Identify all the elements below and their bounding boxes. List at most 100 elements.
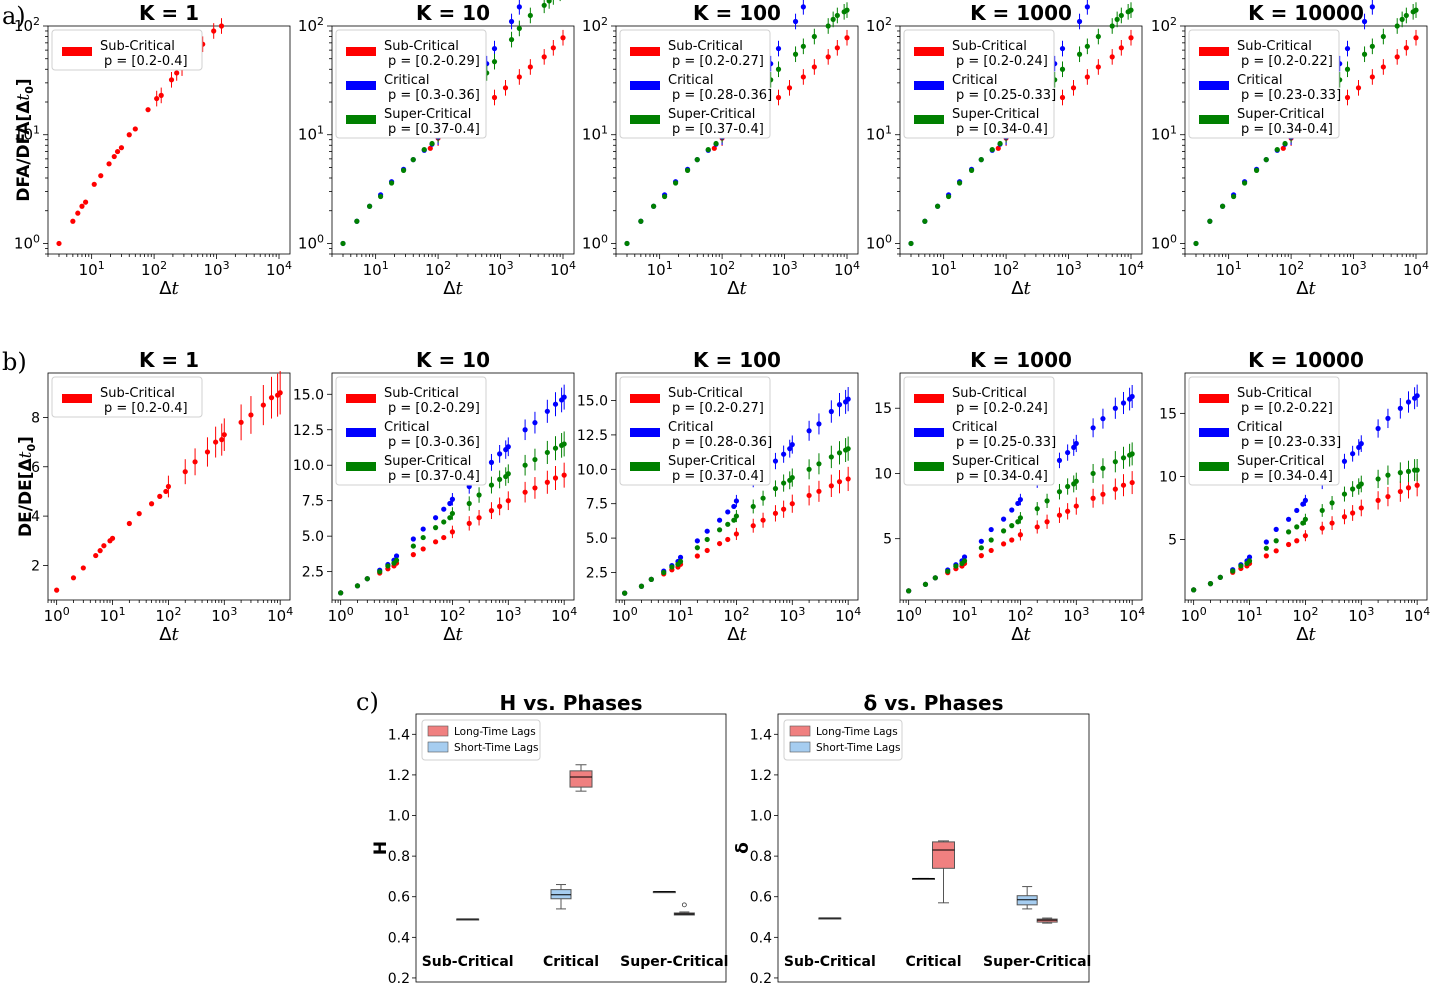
y-tick-label: 15.0 [577, 394, 608, 410]
data-point [733, 513, 740, 519]
x-axis-label: Δt [1296, 278, 1316, 299]
data-point [432, 539, 439, 545]
legend-swatch-sub [346, 394, 376, 403]
data-point [1114, 16, 1120, 23]
data-point [79, 203, 85, 209]
x-axis-label: Δt [1011, 278, 1031, 299]
y-tick-label: 100 [298, 232, 324, 252]
data-point [672, 180, 679, 186]
data-point [786, 85, 793, 91]
data-point [544, 479, 550, 485]
data-point [1112, 486, 1118, 492]
data-point [56, 240, 62, 247]
data-point [497, 476, 503, 483]
legend-swatch-sup [1199, 462, 1229, 471]
data-point [488, 482, 495, 488]
data-point [825, 54, 831, 60]
data-point [488, 508, 495, 514]
data-point [1285, 516, 1292, 522]
data-point [1065, 483, 1071, 490]
data-point [1344, 45, 1351, 52]
data-point [552, 445, 559, 451]
data-point [906, 588, 912, 594]
data-point [532, 420, 538, 426]
data-point [1414, 482, 1420, 488]
data-point [1015, 519, 1021, 525]
y-tick-label: 102 [866, 15, 892, 35]
data-point [420, 534, 426, 541]
data-point [733, 531, 740, 537]
data-point [1294, 538, 1300, 544]
x-tick-label: 103 [1348, 605, 1374, 625]
x-tick-label: 101 [383, 605, 409, 625]
x-tick-label: 101 [99, 605, 125, 625]
y-tick-label: 102 [298, 15, 324, 35]
data-point [54, 587, 60, 593]
data-point [624, 240, 630, 247]
data-point [385, 563, 391, 569]
data-point [978, 157, 984, 163]
y-tick-label: 1.2 [750, 768, 772, 784]
data-point [1017, 515, 1024, 521]
data-point [716, 517, 723, 523]
data-point [1000, 516, 1007, 522]
data-point [713, 140, 719, 147]
data-point [505, 444, 511, 450]
legend-label-sup: Super-Critical [668, 454, 755, 469]
data-point [1118, 12, 1124, 19]
data-point [1385, 493, 1391, 500]
x-tick-label: 103 [211, 605, 237, 625]
data-point [1044, 519, 1050, 525]
x-tick-label: 104 [1403, 259, 1429, 279]
x-axis-label: Δt [443, 624, 463, 645]
data-point [421, 146, 427, 153]
x-tick-label: 104 [267, 605, 293, 625]
y-tick-label: 2.5 [302, 565, 324, 581]
data-point [1341, 514, 1348, 520]
data-point [800, 74, 806, 80]
legend-range-sub: p = [0.2-0.22] [1241, 401, 1333, 416]
data-point [1350, 451, 1356, 457]
legend-swatch-crit [914, 428, 944, 437]
legend-range-crit: p = [0.28-0.36] [672, 88, 772, 103]
y-tick-label: 5 [883, 532, 892, 548]
x-tick-label: 103 [779, 605, 805, 625]
y-tick-label: 10 [1159, 469, 1177, 485]
legend-swatch-sub [346, 47, 376, 56]
data-point [1263, 553, 1269, 559]
y-tick-label: 101 [14, 124, 40, 144]
data-point [1358, 505, 1364, 511]
legend-label-sub: Sub-Critical [384, 386, 459, 401]
data-point [148, 501, 155, 507]
y-tick-label: 10.0 [577, 462, 608, 478]
data-point [1403, 45, 1409, 51]
x-tick-label: 104 [1119, 605, 1145, 625]
data-point [505, 471, 511, 477]
y-axis-label: H [371, 841, 391, 855]
data-point [165, 483, 172, 490]
data-point [420, 546, 426, 552]
data-point [669, 564, 675, 570]
category-label: Super-Critical [620, 954, 728, 970]
category-label: Super-Critical [983, 954, 1091, 970]
data-point [1112, 459, 1118, 465]
legend-label-sup: Super-Critical [668, 107, 755, 122]
legend-box [51, 376, 203, 418]
data-point [806, 466, 812, 472]
data-point [1355, 85, 1362, 91]
data-point [1375, 497, 1381, 503]
data-point [1059, 66, 1066, 72]
y-tick-label: 0.6 [750, 890, 772, 906]
panel-title: K = 1 [139, 348, 199, 372]
data-point [532, 456, 538, 463]
data-point [561, 394, 567, 400]
data-point [1090, 495, 1096, 501]
legend-swatch-sub [1199, 47, 1229, 56]
data-point [1090, 425, 1096, 431]
y-tick-label: 15 [1159, 406, 1177, 422]
data-point [561, 472, 567, 478]
data-point [1084, 43, 1090, 49]
data-point [772, 458, 779, 464]
data-point [1344, 66, 1351, 72]
data-point [800, 43, 806, 49]
